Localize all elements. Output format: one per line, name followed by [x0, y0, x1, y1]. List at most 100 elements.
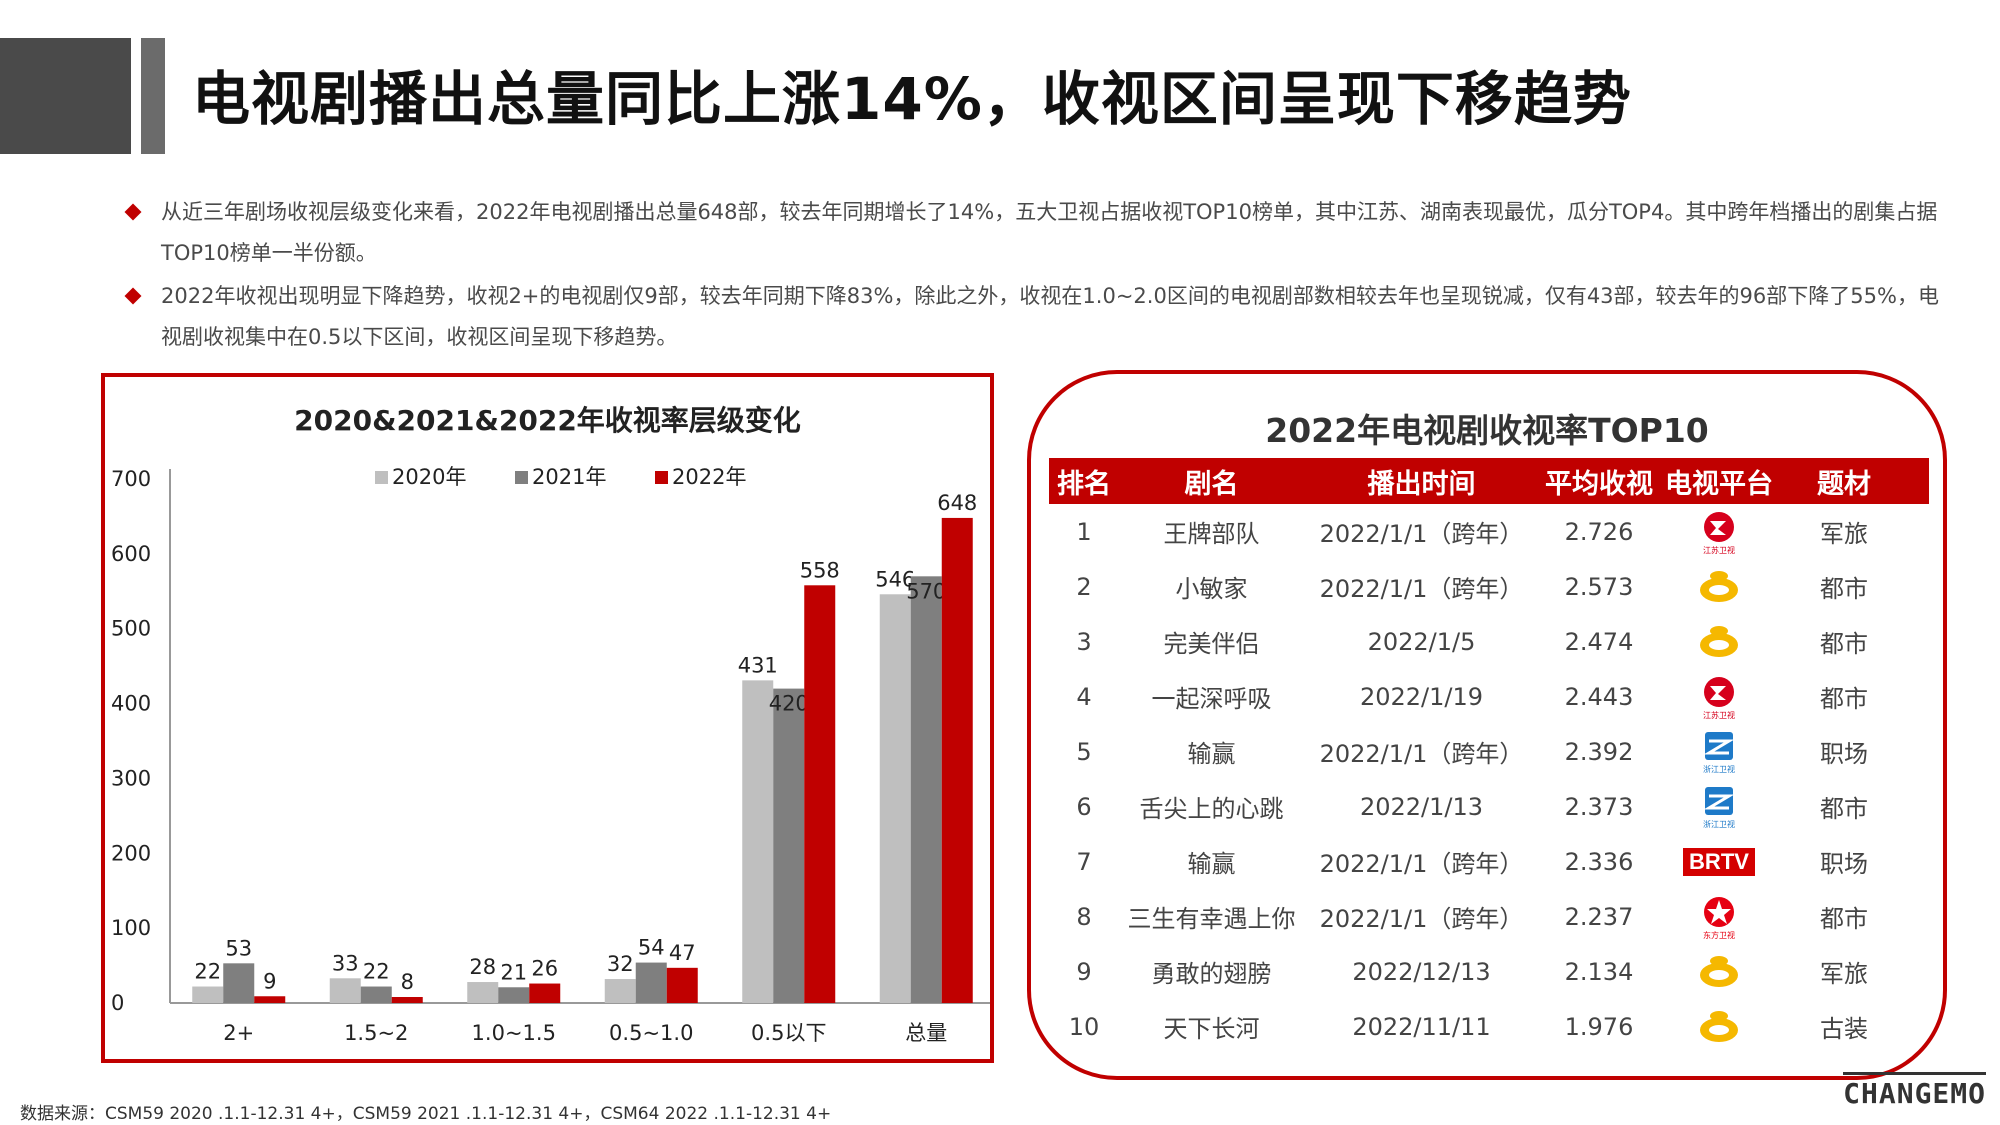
table-header: 排名 剧名 播出时间 平均收视 电视平台 题材 — [1049, 458, 1929, 504]
table-row: 4 一起深呼吸 2022/1/19 2.443 江苏卫视 都市 — [1049, 669, 1929, 724]
cell-rank: 3 — [1076, 627, 1092, 656]
zhejiang-tv-icon: 浙江卫视 — [1703, 786, 1735, 829]
table-row: 9 勇敢的翅膀 2022/12/13 2.134 军旅 — [1049, 944, 1929, 999]
cell-genre: 古装 — [1820, 1015, 1868, 1043]
bar-value-label: 8 — [401, 970, 414, 994]
bullet-item: 从近三年剧场收视层级变化来看，2022年电视剧播出总量648部，较去年同期增长了… — [124, 192, 1945, 274]
bar-chart-panel: 2020&2021&2022年收视率层级变化 0 100 200 300 400 500 6… — [101, 373, 994, 1063]
bar-value-label: 420 — [769, 692, 809, 716]
cell-rank: 10 — [1068, 1012, 1100, 1041]
cell-genre: 都市 — [1820, 905, 1868, 933]
table-title: 2022年电视剧收视率TOP10 — [1265, 411, 1709, 450]
bullet-text: 2022年收视出现明显下降趋势，收视2+的电视剧仅9部，较去年同期下降83%，除… — [161, 284, 1939, 349]
bar-2022 — [666, 967, 698, 1003]
svg-text:江苏卫视: 江苏卫视 — [1703, 545, 1735, 555]
data-source-note: 数据来源：CSM59 2020 .1.1-12.31 4+，CSM59 2021… — [20, 1104, 832, 1124]
cell-name: 舌尖上的心跳 — [1139, 795, 1284, 823]
bar-value-label: 32 — [607, 952, 634, 976]
platform-cell: 江苏卫视 — [1659, 509, 1779, 555]
cell-date: 2022/1/1（跨年） — [1319, 575, 1524, 603]
cell-name: 勇敢的翅膀 — [1151, 960, 1272, 988]
bar-2022 — [804, 585, 836, 1003]
cell-genre: 都市 — [1820, 795, 1868, 823]
table-row: 5 输赢 2022/1/1（跨年） 2.392 浙江卫视 职场 — [1049, 724, 1929, 779]
brand-logo: CHANGEMO — [1843, 1072, 1986, 1110]
table-row: 1 王牌部队 2022/1/1（跨年） 2.726 江苏卫视 军旅 — [1049, 504, 1929, 559]
cell-genre: 都市 — [1820, 685, 1868, 713]
cell-name: 输赢 — [1187, 740, 1236, 768]
y-tick-label: 0 — [111, 991, 124, 1015]
x-tick-label: 1.5~2 — [344, 1021, 408, 1045]
y-tick-label: 300 — [111, 766, 151, 790]
bullet-list: 从近三年剧场收视层级变化来看，2022年电视剧播出总量648部，较去年同期增长了… — [124, 192, 1945, 360]
bar-value-label: 546 — [875, 567, 915, 591]
y-tick-label: 500 — [111, 617, 151, 641]
cell-name: 小敏家 — [1175, 575, 1248, 603]
cell-rank: 9 — [1076, 957, 1092, 986]
diamond-bullet-icon — [124, 287, 142, 305]
cell-rank: 8 — [1076, 902, 1092, 931]
dragon-tv-icon: 东方卫视 — [1703, 896, 1735, 940]
header-dark-block — [0, 38, 131, 154]
cell-rating: 2.373 — [1564, 792, 1634, 821]
bar-2021 — [360, 986, 392, 1003]
bar-value-label: 53 — [225, 936, 252, 960]
bar-2020 — [879, 594, 911, 1003]
cell-date: 2022/1/1（跨年） — [1319, 905, 1524, 933]
svg-text:江苏卫视: 江苏卫视 — [1703, 710, 1735, 720]
y-tick-label: 100 — [111, 916, 151, 940]
diamond-bullet-icon — [124, 203, 142, 221]
header-platform: 电视平台 — [1665, 468, 1773, 500]
bar-value-label: 47 — [669, 941, 696, 965]
bar-value-label: 21 — [500, 960, 527, 984]
hunan-tv-icon — [1700, 955, 1738, 987]
platform-cell: 浙江卫视 — [1659, 784, 1779, 830]
x-tick-label: 1.0~1.5 — [472, 1021, 556, 1045]
bar-2020 — [192, 986, 224, 1003]
cell-rating: 1.976 — [1564, 1012, 1634, 1041]
cell-rank: 5 — [1076, 737, 1092, 766]
cell-rating: 2.336 — [1564, 847, 1634, 876]
bar-value-label: 28 — [469, 955, 496, 979]
bar-value-label: 558 — [800, 558, 840, 582]
bullet-text: 从近三年剧场收视层级变化来看，2022年电视剧播出总量648部，较去年同期增长了… — [161, 200, 1938, 265]
bar-2020 — [742, 680, 774, 1003]
svg-text:东方卫视: 东方卫视 — [1703, 930, 1735, 940]
top10-table-panel: 2022年电视剧收视率TOP10 排名 剧名 播出时间 平均收视 电视平台 题材… — [1027, 370, 1947, 1080]
y-tick-label: 600 — [111, 542, 151, 566]
cell-date: 2022/12/13 — [1352, 957, 1491, 986]
bar-2020 — [604, 979, 636, 1003]
hunan-tv-icon — [1700, 1010, 1738, 1042]
ratings-table: 排名 剧名 播出时间 平均收视 电视平台 题材 1 王牌部队 2022/1/1（跨年… — [1049, 458, 1929, 1054]
bar-value-label: 54 — [638, 936, 665, 960]
bar-2022 — [391, 997, 423, 1003]
cell-date: 2022/1/19 — [1359, 682, 1484, 711]
hunan-tv-icon — [1700, 625, 1738, 657]
cell-date: 2022/1/5 — [1367, 627, 1476, 656]
cell-date: 2022/1/1（跨年） — [1319, 850, 1524, 878]
y-tick-label: 400 — [111, 692, 151, 716]
page-title: 电视剧播出总量同比上涨14%，收视区间呈现下移趋势 — [192, 65, 1632, 133]
jiangsu-tv-icon: 江苏卫视 — [1703, 511, 1735, 555]
chart-title: 2020&2021&2022年收视率层级变化 — [294, 404, 801, 437]
bar-2022 — [941, 517, 973, 1003]
cell-name: 三生有幸遇上你 — [1127, 905, 1296, 933]
table-row: 2 小敏家 2022/1/1（跨年） 2.573 都市 — [1049, 559, 1929, 614]
bar-2020 — [329, 978, 361, 1003]
platform-cell: 东方卫视 — [1659, 894, 1779, 940]
platform-cell — [1659, 949, 1779, 995]
y-tick-label: 700 — [111, 467, 151, 491]
header-genre: 题材 — [1817, 468, 1871, 500]
cell-genre: 军旅 — [1820, 520, 1868, 548]
legend-label: 2021年 — [532, 465, 606, 489]
cell-date: 2022/1/13 — [1359, 792, 1484, 821]
table-row: 8 三生有幸遇上你 2022/1/1（跨年） 2.237 东方卫视 都市 — [1049, 889, 1929, 944]
platform-cell — [1659, 1004, 1779, 1050]
cell-rating: 2.134 — [1564, 957, 1634, 986]
cell-date: 2022/1/1（跨年） — [1319, 740, 1524, 768]
table-row: 6 舌尖上的心跳 2022/1/13 2.373 浙江卫视 都市 — [1049, 779, 1929, 834]
cell-date: 2022/1/1（跨年） — [1319, 520, 1524, 548]
cell-rating: 2.573 — [1564, 572, 1634, 601]
cell-rating: 2.443 — [1564, 682, 1634, 711]
svg-text:浙江卫视: 浙江卫视 — [1703, 819, 1735, 829]
